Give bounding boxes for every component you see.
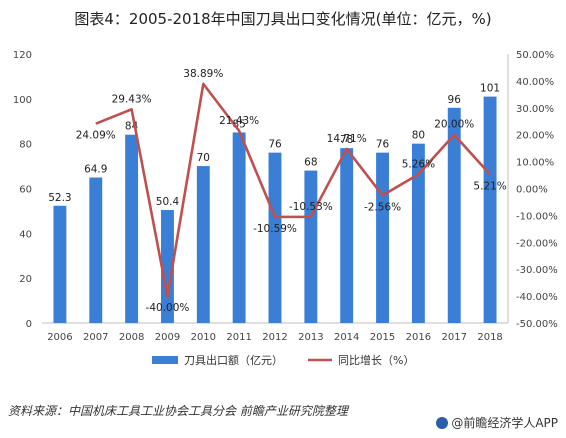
- x-tick-label: 2013: [298, 332, 323, 343]
- bar-value-label: 70: [197, 152, 210, 164]
- bar-value-label: 76: [268, 139, 282, 151]
- x-tick-label: 2018: [477, 332, 502, 343]
- bar: [232, 132, 246, 323]
- line-value-label: 24.09%: [76, 130, 116, 142]
- y-right-tick-label: 20.00%: [516, 131, 554, 142]
- y-right-tick-label: 40.00%: [516, 77, 554, 88]
- x-tick-label: 2012: [262, 332, 287, 343]
- line-value-label: -10.59%: [253, 223, 297, 235]
- y-right-tick-label: 10.00%: [516, 158, 554, 169]
- line-value-label: -2.56%: [364, 201, 401, 213]
- bar: [376, 152, 389, 323]
- x-tick-label: 2015: [370, 332, 395, 343]
- legend-label-bar: 刀具出口额（亿元）: [184, 353, 283, 367]
- line-value-label: 5.21%: [473, 180, 506, 192]
- bar: [125, 134, 139, 323]
- bar: [304, 170, 318, 323]
- x-tick-label: 2009: [155, 332, 180, 343]
- bar: [53, 205, 67, 323]
- bar: [161, 210, 174, 323]
- brand-logo-icon: [436, 417, 449, 429]
- bar: [411, 143, 425, 323]
- bar-value-label: 80: [412, 130, 425, 142]
- bar-value-label: 78: [340, 134, 353, 146]
- line-value-label: -40.00%: [146, 302, 190, 314]
- x-tick-label: 2007: [83, 332, 108, 343]
- y-right-tick-label: 0.00%: [516, 185, 548, 196]
- y-right-tick-label: -40.00%: [516, 292, 558, 303]
- y-left-tick-label: 20: [19, 274, 32, 285]
- bar-value-label: 101: [480, 83, 500, 95]
- bar: [196, 166, 210, 323]
- x-tick-label: 2017: [442, 332, 467, 343]
- line-value-label: 21.43%: [219, 115, 259, 127]
- line-value-label: -10.53%: [289, 201, 333, 213]
- line-value-label: 29.43%: [112, 93, 152, 105]
- chart-title: 图表4：2005-2018年中国刀具出口变化情况(单位：亿元，%): [74, 10, 492, 28]
- bar-value-label: 68: [304, 157, 317, 169]
- y-left-tick-label: 60: [19, 185, 32, 196]
- bar-value-label: 96: [448, 94, 462, 106]
- y-left-tick-label: 100: [13, 95, 32, 106]
- line-value-label: 14.71%: [327, 133, 367, 145]
- y-left-tick-label: 80: [19, 140, 32, 151]
- y-right-tick-label: -10.00%: [516, 211, 558, 222]
- line-value-label: 38.89%: [183, 68, 223, 80]
- x-tick-label: 2011: [226, 332, 251, 343]
- bar: [89, 177, 103, 323]
- x-tick-label: 2006: [47, 332, 72, 343]
- source-note: 资料来源：中国机床工具工业协会工具分会 前瞻产业研究院整理: [8, 404, 348, 418]
- line-value-label: 5.26%: [402, 158, 435, 170]
- y-right-tick-label: -20.00%: [516, 238, 558, 249]
- y-right-tick-label: -30.00%: [516, 265, 558, 276]
- y-left-tick-label: 40: [19, 229, 32, 240]
- line-value-label: 20.00%: [434, 119, 474, 131]
- brand-footer: @前瞻经济学人APP: [436, 414, 558, 431]
- bar-value-label: 76: [376, 139, 390, 151]
- y-left-tick-label: 0: [26, 319, 32, 330]
- y-right-tick-label: 50.00%: [516, 50, 554, 61]
- bar: [447, 107, 461, 323]
- x-tick-label: 2010: [191, 332, 216, 343]
- legend-swatch-bar: [152, 356, 178, 364]
- bar-value-label: 64.9: [84, 164, 107, 176]
- x-tick-label: 2008: [119, 332, 144, 343]
- y-right-tick-label: 30.00%: [516, 104, 554, 115]
- x-tick-label: 2016: [406, 332, 431, 343]
- bar-value-label: 50.4: [156, 196, 180, 208]
- y-left-tick-label: 120: [13, 50, 32, 61]
- brand-text: @前瞻经济学人APP: [451, 416, 558, 430]
- bar-value-label: 52.3: [48, 192, 71, 204]
- y-right-tick-label: -50.00%: [516, 319, 558, 330]
- legend-label-line: 同比增长（%）: [338, 353, 414, 367]
- x-tick-label: 2014: [334, 332, 359, 343]
- bar: [340, 148, 354, 323]
- bar: [268, 152, 282, 323]
- growth-line: [95, 82, 492, 298]
- bar: [483, 96, 497, 323]
